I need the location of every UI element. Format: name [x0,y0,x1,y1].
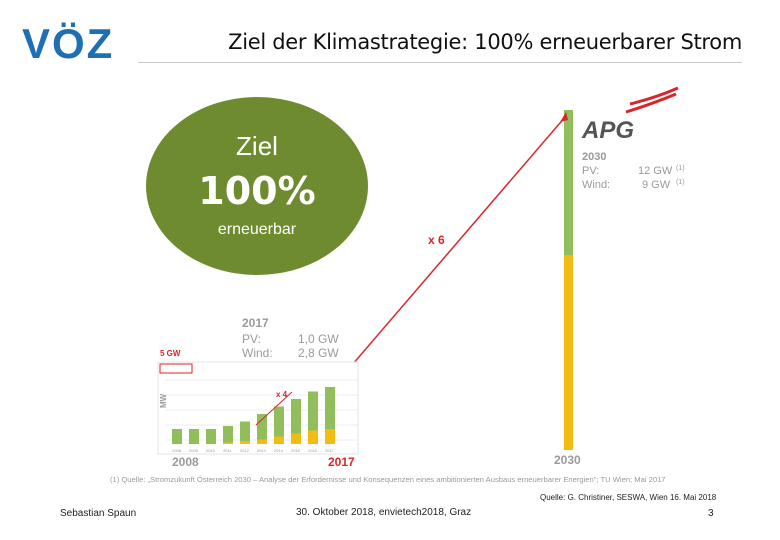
tick-2013: 2013 [257,448,267,453]
box-2017-wind-value: 2,8 GW [298,346,339,360]
y-axis-label: MW [159,393,168,408]
tick-2012: 2012 [240,448,250,453]
tick-2009: 2009 [189,448,199,453]
page-number: 3 [708,508,714,519]
circle-label-top: Ziel [236,131,278,161]
box-2017-pv-label: PV: [242,332,261,346]
bar-wind-2008 [172,429,182,444]
info-box-2017: 2017 PV: 1,0 GW Wind: 2,8 GW [242,316,339,360]
slide-source: Quelle: G. Christiner, SESWA, Wien 16. M… [540,493,717,502]
bar-pv-2017 [325,429,335,444]
logo-text: VÖZ [22,20,114,66]
multiplier-x4: x 4 [276,390,288,399]
growth-arrow [345,112,568,373]
tick-2017: 2017 [325,448,335,453]
target-circle: Ziel 100% erneuerbar [146,97,368,275]
bar-pv-2012 [240,441,250,444]
bar-pv-2030 [564,255,573,450]
bar-wind-2016 [308,391,318,431]
bar-pv-2014 [274,436,284,444]
bar-wind-2013 [257,414,267,440]
small-arrow [255,391,293,426]
tick-2008: 2008 [172,448,182,453]
apg-logo: APG [581,86,679,144]
chart-footnote: (1) Quelle: „Stromzukunft Österreich 203… [110,475,666,484]
voz-logo: VÖZ [22,20,114,66]
box-2030-wind-label: Wind: [582,179,610,191]
box-2017-year: 2017 [242,316,269,330]
tick-2015: 2015 [291,448,301,453]
slide-title: Ziel der Klimastrategie: 100% erneuerbar… [228,30,742,54]
box-2030-pv-note: (1) [676,165,685,172]
bar-wind-2010 [206,429,216,444]
box-2030-wind-value: 9 GW [642,179,671,191]
box-2017-pv-value: 1,0 GW [298,332,339,346]
bar-wind-2011 [223,426,233,443]
presenter-name: Sebastian Spaun [60,508,137,519]
bar-pv-2016 [308,430,318,444]
box-2030-pv-value: 12 GW [638,165,673,177]
box-2030-pv-label: PV: [582,165,599,177]
box-2017-wind-label: Wind: [242,346,273,360]
year-label-2017: 2017 [328,455,355,469]
bar-wind-2009 [189,429,199,444]
year-label-2030: 2030 [554,453,581,467]
capacity-label: 5 GW [160,349,181,358]
box-2030-wind-note: (1) [676,179,685,186]
bar-pv-2011 [223,442,233,444]
bar-pv-2015 [291,433,301,444]
bar-wind-2012 [240,421,250,441]
circle-label-bottom: erneuerbar [217,221,297,238]
apg-logo-text: APG [581,117,634,144]
tick-2011: 2011 [223,448,232,453]
bar-wind-2030 [564,110,573,256]
tick-2010: 2010 [206,448,216,453]
small-bars: 2008 2009 2010 2011 2012 2013 2014 2015 2016 2017 [172,387,335,453]
bar-wind-2017 [325,387,335,429]
year-label-2008: 2008 [172,455,199,469]
multiplier-x6: x 6 [428,233,445,247]
tick-2016: 2016 [308,448,318,453]
info-box-2030: 2030 PV: 12 GW (1) Wind: 9 GW (1) [582,151,685,191]
bar-wind-2014 [274,406,284,437]
box-2030-year: 2030 [582,151,606,163]
title-divider [138,62,742,63]
event-info: 30. Oktober 2018, envietech2018, Graz [296,507,472,518]
tick-2014: 2014 [274,448,284,453]
bar-wind-2015 [291,399,301,434]
bar-pv-2013 [257,439,267,444]
bar-2030 [564,110,573,450]
circle-percentage: 100% [198,169,316,213]
